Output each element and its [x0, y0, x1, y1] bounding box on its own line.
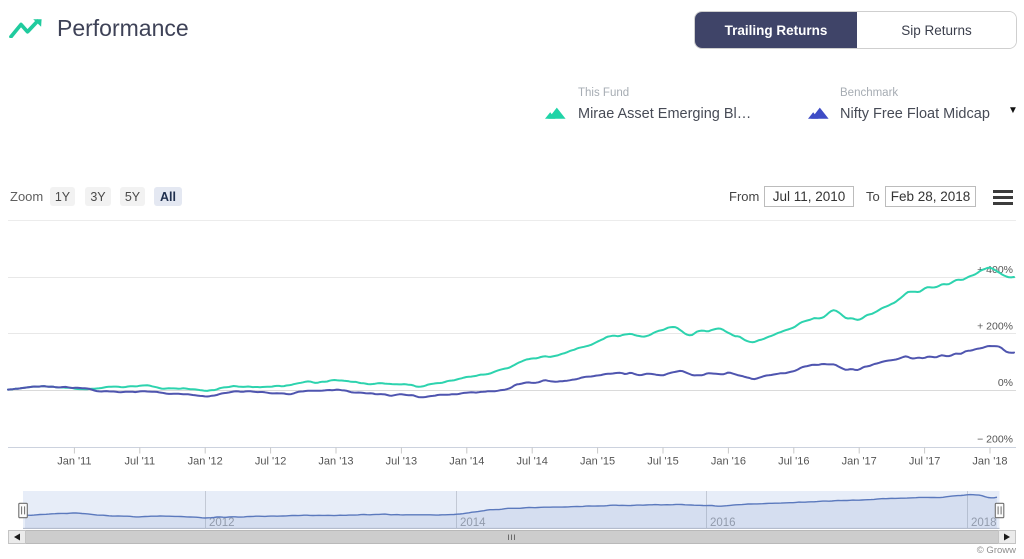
- svg-text:Jan '18: Jan '18: [972, 456, 1007, 468]
- svg-text:2018: 2018: [971, 517, 997, 529]
- svg-text:Jan '14: Jan '14: [449, 456, 484, 468]
- svg-text:2014: 2014: [460, 517, 486, 529]
- svg-text:2012: 2012: [209, 517, 235, 529]
- svg-text:Jul '13: Jul '13: [386, 456, 417, 468]
- svg-text:+ 200%: + 200%: [977, 321, 1013, 333]
- svg-text:Jan '12: Jan '12: [188, 456, 223, 468]
- svg-text:Jul '15: Jul '15: [647, 456, 678, 468]
- svg-text:Jul '14: Jul '14: [516, 456, 547, 468]
- svg-text:Jul '11: Jul '11: [124, 456, 155, 468]
- svg-text:− 200%: − 200%: [977, 434, 1013, 446]
- svg-text:2016: 2016: [710, 517, 736, 529]
- svg-text:Jan '11: Jan '11: [57, 456, 91, 468]
- svg-text:Jul '17: Jul '17: [909, 456, 940, 468]
- svg-text:Jan '15: Jan '15: [580, 456, 615, 468]
- svg-text:Jan '17: Jan '17: [842, 456, 877, 468]
- svg-text:Jul '12: Jul '12: [255, 456, 286, 468]
- svg-text:Jan '13: Jan '13: [318, 456, 353, 468]
- svg-text:Jan '16: Jan '16: [711, 456, 746, 468]
- svg-text:0%: 0%: [998, 377, 1013, 389]
- svg-text:© Groww: © Groww: [977, 545, 1016, 556]
- svg-text:Jul '16: Jul '16: [778, 456, 809, 468]
